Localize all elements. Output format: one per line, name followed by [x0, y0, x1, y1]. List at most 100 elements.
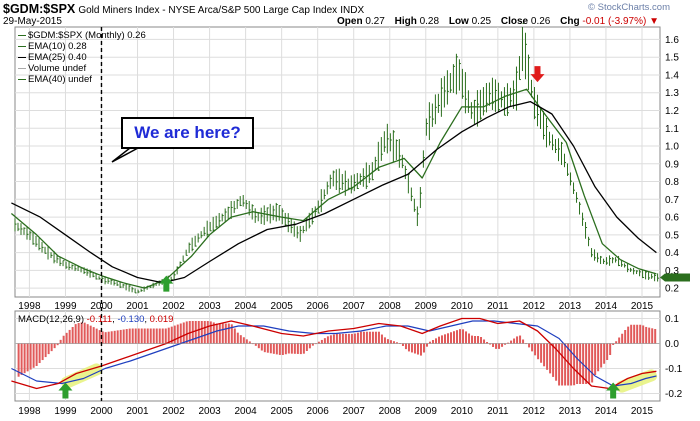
macd-histogram-bar: [59, 339, 62, 344]
callout-pointer: [111, 147, 139, 163]
macd-histogram-bar: [507, 342, 510, 344]
macd-histogram-bar: [305, 343, 308, 351]
macd-histogram-bar: [612, 343, 615, 345]
macd-histogram-bar: [20, 343, 23, 375]
macd-histogram-bar: [356, 332, 359, 344]
macd-histogram-bar: [212, 322, 215, 344]
price-x-tick-label: 1998: [18, 301, 41, 312]
macd-histogram-bar: [437, 336, 440, 344]
price-x-tick-label: 2006: [307, 301, 330, 312]
macd-x-tick-label: 2005: [271, 406, 294, 417]
macd-histogram-bar: [26, 343, 29, 372]
macd-histogram-bar: [203, 321, 206, 344]
macd-histogram-bar: [510, 340, 513, 344]
price-x-tick-label: 2015: [631, 301, 654, 312]
macd-histogram-bar: [164, 328, 167, 344]
price-x-tick-label: 2013: [559, 301, 582, 312]
macd-histogram-bar: [609, 343, 612, 355]
close-label: Close: [500, 16, 529, 27]
macd-histogram-bar: [639, 324, 642, 344]
macd-histogram-bar: [299, 343, 302, 355]
macd-histogram-bar: [269, 343, 272, 354]
macd-histogram-bar: [23, 343, 26, 374]
macd-histogram-bar: [326, 336, 329, 344]
macd-histogram-bar: [549, 343, 552, 374]
high-label: High: [394, 16, 417, 27]
price-x-tick-label: 2005: [271, 301, 294, 312]
macd-histogram-bar: [600, 343, 603, 368]
macd-x-tick-label: 2009: [415, 406, 438, 417]
macd-histogram-bar: [597, 343, 600, 372]
price-x-tick-label: 2000: [90, 301, 113, 312]
macd-histogram-bar: [284, 343, 287, 355]
macd-histogram-bar: [104, 332, 107, 344]
macd-histogram-bar: [131, 328, 134, 344]
macd-x-tick-label: 2010: [451, 406, 474, 417]
macd-histogram-bar: [440, 335, 443, 344]
macd-histogram-bar: [257, 343, 260, 349]
macd-histogram-bar: [395, 342, 398, 344]
macd-histogram-bar: [62, 335, 65, 344]
macd-histogram-bar: [167, 327, 170, 344]
macd-histogram-bar: [416, 343, 419, 355]
macd-histogram-bar: [422, 343, 425, 353]
macd-histogram-bar: [468, 333, 471, 344]
macd-x-tick-label: 2001: [126, 406, 149, 417]
macd-histogram-bar: [522, 339, 525, 344]
macd-histogram-bar: [143, 328, 146, 344]
macd-histogram-bar: [371, 331, 374, 344]
ema10-line: [10, 88, 657, 289]
close-value: 0.26: [530, 16, 551, 27]
macd-histogram-bar: [380, 334, 383, 344]
price-y-tick-label: 1.4: [665, 70, 679, 81]
macd-histogram-bar: [618, 337, 621, 344]
macd-histogram-bar: [489, 343, 492, 345]
macd-histogram-bar: [389, 340, 392, 344]
macd-histogram-bar: [648, 327, 651, 344]
macd-histogram-bar: [197, 321, 200, 344]
price-y-tick-label: 0.2: [665, 284, 679, 295]
macd-histogram-bar: [71, 327, 74, 344]
chg-down-icon: ▼: [649, 16, 659, 27]
macd-histogram-bar: [459, 329, 462, 344]
price-x-tick-label: 2014: [595, 301, 618, 312]
price-x-tick-label: 2003: [198, 301, 221, 312]
macd-histogram-bar: [332, 334, 335, 344]
macd-histogram-bar: [83, 322, 86, 344]
macd-histogram-bar: [119, 329, 122, 344]
price-x-tick-label: 1999: [54, 301, 77, 312]
macd-histogram-bar: [546, 343, 549, 370]
macd-histogram-bar: [80, 322, 83, 344]
macd-histogram-bar: [392, 341, 395, 344]
legend-price: $GDM:$SPX (Monthly) 0.26: [18, 30, 146, 41]
macd-histogram-bar: [146, 328, 149, 344]
macd-histogram-bar: [621, 333, 624, 344]
macd-y-tick-label: 0.0: [665, 339, 679, 350]
price-y-tick-label: 1.0: [665, 142, 679, 153]
macd-histogram-bar: [401, 343, 404, 346]
macd-histogram-bar: [338, 333, 341, 344]
macd-histogram-bar: [444, 334, 446, 344]
histogram-value: 0.019: [149, 314, 174, 325]
price-x-tick-label: 2001: [126, 301, 149, 312]
macd-histogram-bar: [365, 331, 368, 344]
macd-histogram-bar: [636, 324, 639, 344]
macd-histogram-bar: [579, 343, 582, 384]
macd-histogram-bar: [35, 343, 38, 366]
macd-histogram-bar: [474, 336, 477, 344]
signal-value: -0.130: [117, 314, 145, 325]
chart-date: 29-May-2015: [3, 16, 62, 27]
macd-histogram-bar: [185, 321, 188, 344]
high-value: 0.28: [419, 16, 440, 27]
price-y-tick-label: 1.1: [665, 124, 679, 135]
low-label: Low: [448, 16, 469, 27]
index-description: Gold Miners Index - NYSE Arca/S&P 500 La…: [78, 5, 338, 16]
macd-histogram-bar: [302, 343, 305, 354]
macd-histogram-bar: [242, 337, 245, 344]
macd-x-tick-label: 2015: [631, 406, 654, 417]
macd-label: MACD(12,26,9): [18, 314, 84, 325]
macd-histogram-bar: [29, 343, 32, 370]
macd-x-tick-label: 2014: [595, 406, 618, 417]
macd-histogram-bar: [101, 331, 104, 344]
macd-x-tick-label: 2002: [162, 406, 185, 417]
